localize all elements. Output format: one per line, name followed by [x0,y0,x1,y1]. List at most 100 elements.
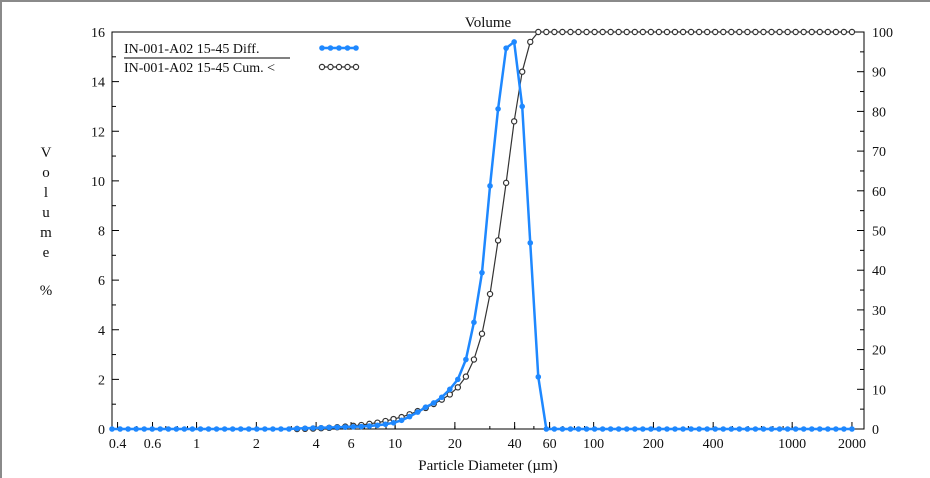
y-label-char: e [43,245,50,261]
left-axis-ticks: 0 2 4 6 8 10 12 14 16 [91,26,119,438]
diff-point [704,426,710,432]
legend-marker-cum [344,63,351,71]
diff-point [133,426,139,432]
cum-point [551,28,558,36]
y-label-char: o [42,165,50,181]
cum-point [494,237,502,244]
legend-marker-diff [319,45,325,51]
diff-point [575,426,582,432]
diff-point [414,409,421,415]
x-tick-label: 200 [643,437,664,452]
diff-point [503,45,509,51]
y-right-tick-label: 70 [872,145,886,160]
legend-marker-cum [352,63,360,71]
legend-marker-diff [344,45,351,51]
cum-point [768,28,775,36]
x-tick-label: 0.6 [144,437,162,452]
diff-point [262,426,268,432]
cum-point [752,28,759,36]
diff-point [656,426,662,432]
y-label-char: % [40,283,53,299]
cum-point [486,290,494,298]
diff-point [334,424,341,431]
cum-point [816,28,823,36]
diff-point [696,426,702,432]
y-right-tick-label: 40 [872,264,886,279]
cum-point [607,28,614,36]
y-right-tick-label: 80 [872,105,886,120]
diff-point [422,404,429,410]
diff-point [511,39,517,45]
diff-point [712,426,719,432]
y-axis-label: Volume% [40,145,53,299]
cum-point [703,28,711,36]
y-right-tick-label: 20 [872,344,886,359]
diff-point [768,426,775,432]
y-left-tick-label: 16 [91,26,105,41]
diff-point [744,426,751,432]
diff-point [808,426,815,432]
diff-point [197,426,204,432]
x-tick-label: 4 [313,437,320,452]
diff-point [237,426,244,432]
cum-point [462,373,470,380]
cum-point [776,28,783,36]
cum-point [478,330,486,337]
diff-point [270,426,276,432]
cum-point [848,28,856,36]
cum-point [800,28,807,36]
cum-point [502,179,510,187]
x-tick-label: 1000 [778,437,806,452]
cum-point [559,28,566,36]
legend: IN-001-A02 15-45 Diff. IN-001-A02 15-45 C… [124,42,360,76]
diff-point [543,426,550,432]
y-label-char: l [44,185,48,201]
plot-area [111,31,865,430]
diff-point [455,376,461,383]
diff-point [648,426,654,432]
legend-marker-diff [327,45,334,51]
cum-point [760,28,767,36]
x-axis-label: Particle Diameter (µm) [418,458,557,474]
diff-point [640,426,646,432]
diff-point [471,319,477,326]
diff-point [680,426,686,432]
diff-point [278,426,284,432]
diff-point [752,426,759,432]
cum-point [824,28,832,36]
diff-point [406,413,413,420]
y-right-tick-label: 50 [872,225,886,240]
x-tick-label: 10 [388,437,402,452]
x-tick-label: 60 [543,437,557,452]
diff-point [245,426,252,432]
diff-point [736,426,743,432]
diff-point [591,426,598,432]
x-tick-label: 1 [193,437,200,452]
diff-point [205,426,212,432]
diff-point [310,425,316,431]
diff-point [527,240,534,246]
series-layer [109,28,856,433]
y-label-char: m [40,225,52,241]
diff-point [109,426,115,432]
y-left-tick-label: 10 [91,175,105,190]
cum-point [687,28,695,36]
x-tick-label: 100 [583,437,604,452]
cum-point [655,28,663,36]
diff-point [157,426,164,432]
cum-point [808,28,815,36]
cum-point [712,28,719,36]
x-tick-label: 20 [448,437,462,452]
diff-point [438,394,445,401]
right-axis-ticks: 0 10 20 30 40 50 60 70 80 90 100 [857,26,893,438]
diff-point [720,426,727,432]
y-right-tick-label: 100 [872,26,893,41]
diff-point [398,417,405,424]
y-right-tick-label: 90 [872,66,886,81]
diff-point [318,424,324,431]
cum-point [792,28,799,36]
cum-point [623,28,630,36]
diff-point [189,426,196,432]
